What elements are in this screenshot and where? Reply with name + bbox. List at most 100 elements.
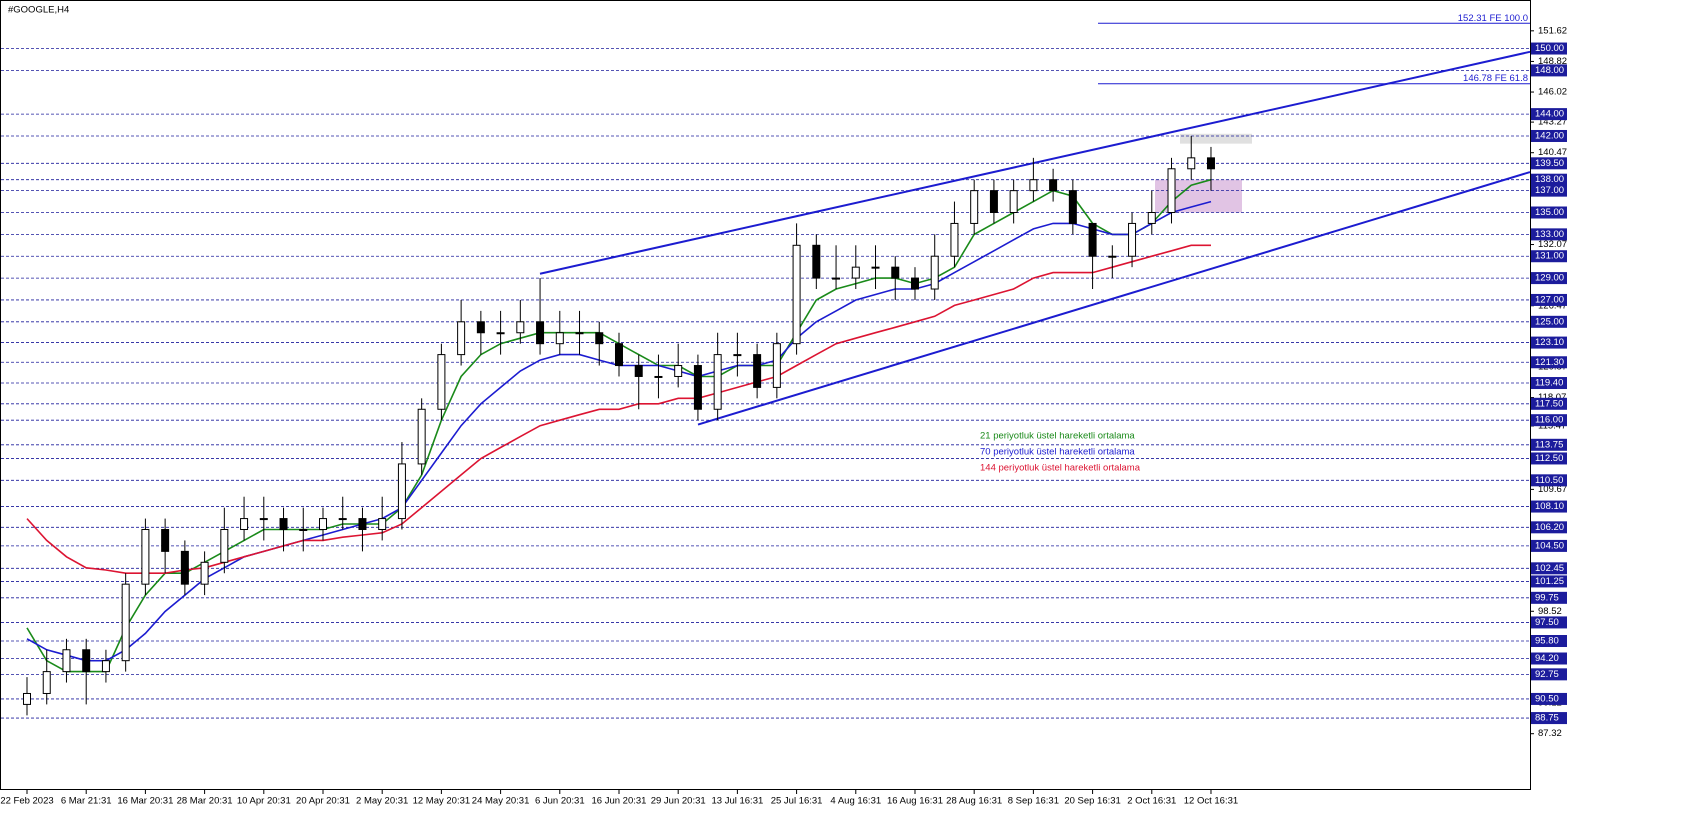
x-tick-label: 22 Feb 2023: [0, 796, 53, 807]
candle-body: [930, 255, 939, 290]
level-label: 121.30: [1535, 357, 1564, 368]
candle-body: [358, 518, 367, 531]
candle-body: [1206, 157, 1215, 170]
level-label: 117.50: [1535, 398, 1563, 409]
x-tick-label: 16 Aug 16:31: [887, 796, 943, 807]
x-tick-label: 29 Jun 20:31: [651, 796, 706, 807]
level-tag: [1531, 228, 1567, 241]
x-tick-label: 12 May 20:31: [413, 796, 471, 807]
x-tick-label: 16 Jun 20:31: [592, 796, 647, 807]
candle-body: [1167, 168, 1176, 214]
x-tick-label: 10 Apr 20:31: [237, 796, 291, 807]
level-tag: [1531, 500, 1567, 513]
candle-body: [1128, 222, 1137, 257]
x-tick-label: 2 May 20:31: [356, 796, 408, 807]
level-tag: [1531, 272, 1567, 285]
level-label: 101.25: [1535, 576, 1564, 587]
candle-body: [970, 190, 979, 224]
candle-body: [733, 354, 742, 357]
y-tick-label: 143.27: [1538, 117, 1567, 128]
candle-body: [674, 365, 683, 377]
level-tag: [1531, 42, 1567, 55]
candle-body: [1029, 179, 1038, 192]
level-tag: [1531, 129, 1567, 142]
candle-body: [259, 518, 268, 521]
level-tag: [1531, 157, 1567, 170]
candle-body: [62, 649, 71, 673]
level-tag: [1531, 250, 1567, 263]
level-label: 133.00: [1535, 229, 1564, 240]
level-tag: [1531, 414, 1567, 427]
level-label: 144.00: [1535, 109, 1564, 120]
candle-body: [220, 529, 229, 563]
level-tag: [1531, 474, 1567, 487]
candle-body: [753, 354, 762, 388]
candle-body: [634, 365, 643, 377]
trendline: [539, 50, 1531, 275]
candle-body: [614, 343, 623, 367]
candle-body: [950, 222, 959, 257]
candle-body: [555, 332, 564, 345]
y-tick-label: 151.62: [1538, 25, 1567, 36]
level-tag: [1531, 377, 1567, 390]
candle-body: [42, 671, 51, 694]
x-tick-label: 13 Jul 16:31: [712, 796, 764, 807]
level-tag: [1531, 184, 1567, 197]
candle-body: [1049, 179, 1058, 192]
candle-body: [713, 354, 722, 410]
x-tick-label: 12 Oct 16:31: [1184, 796, 1238, 807]
x-tick-label: 20 Apr 20:31: [296, 796, 350, 807]
candle-body: [240, 518, 249, 531]
candle-body: [378, 518, 387, 531]
candle-body: [693, 365, 702, 410]
trendline: [697, 171, 1531, 426]
level-label: 139.50: [1535, 158, 1564, 169]
y-tick-label: 148.82: [1538, 56, 1567, 67]
candle-body: [910, 277, 919, 290]
level-label: 112.50: [1535, 453, 1563, 464]
level-tag: [1531, 293, 1567, 306]
y-tick-label: 87.32: [1538, 728, 1562, 739]
candle-body: [516, 321, 525, 334]
x-tick-label: 25 Jul 16:31: [771, 796, 823, 807]
x-tick-label: 2 Oct 16:31: [1127, 796, 1176, 807]
candle-body: [1108, 255, 1117, 258]
level-tag: [1531, 521, 1567, 534]
level-label: 94.20: [1535, 653, 1559, 664]
candle-body: [536, 321, 545, 345]
level-label: 142.00: [1535, 131, 1564, 142]
level-tag: [1531, 397, 1567, 410]
candle-body: [299, 529, 308, 532]
level-tag: [1531, 562, 1567, 575]
level-label: 138.00: [1535, 174, 1564, 185]
level-label: 116.00: [1535, 415, 1563, 426]
level-tag: [1531, 712, 1567, 725]
candle-body: [891, 266, 900, 279]
level-tag: [1531, 206, 1567, 219]
legend-entry: 144 periyotluk üstel hareketli ortalama: [980, 463, 1141, 474]
candle-body: [832, 277, 841, 280]
candle-body: [496, 332, 505, 335]
y-tick-label: 98.52: [1538, 606, 1562, 617]
level-label: 150.00: [1535, 43, 1564, 54]
level-tag: [1531, 356, 1567, 369]
candle-body: [180, 550, 189, 585]
level-label: 110.50: [1535, 475, 1563, 486]
level-tag: [1531, 336, 1567, 349]
candle-body: [1187, 157, 1196, 170]
level-tag: [1531, 591, 1567, 604]
x-tick-label: 6 Mar 21:31: [61, 796, 112, 807]
candle-body: [417, 408, 426, 465]
level-label: 113.75: [1535, 439, 1563, 450]
level-label: 123.10: [1535, 337, 1564, 348]
x-tick-label: 16 Mar 20:31: [117, 796, 173, 807]
chart-title: #GOOGLE,H4: [8, 5, 69, 16]
level-tag: [1531, 668, 1567, 681]
level-label: 131.00: [1535, 251, 1564, 262]
level-tag: [1531, 438, 1567, 451]
level-label: 127.00: [1535, 294, 1564, 305]
candle-body: [1147, 212, 1156, 224]
level-tag: [1531, 173, 1567, 186]
x-tick-label: 28 Aug 16:31: [946, 796, 1002, 807]
